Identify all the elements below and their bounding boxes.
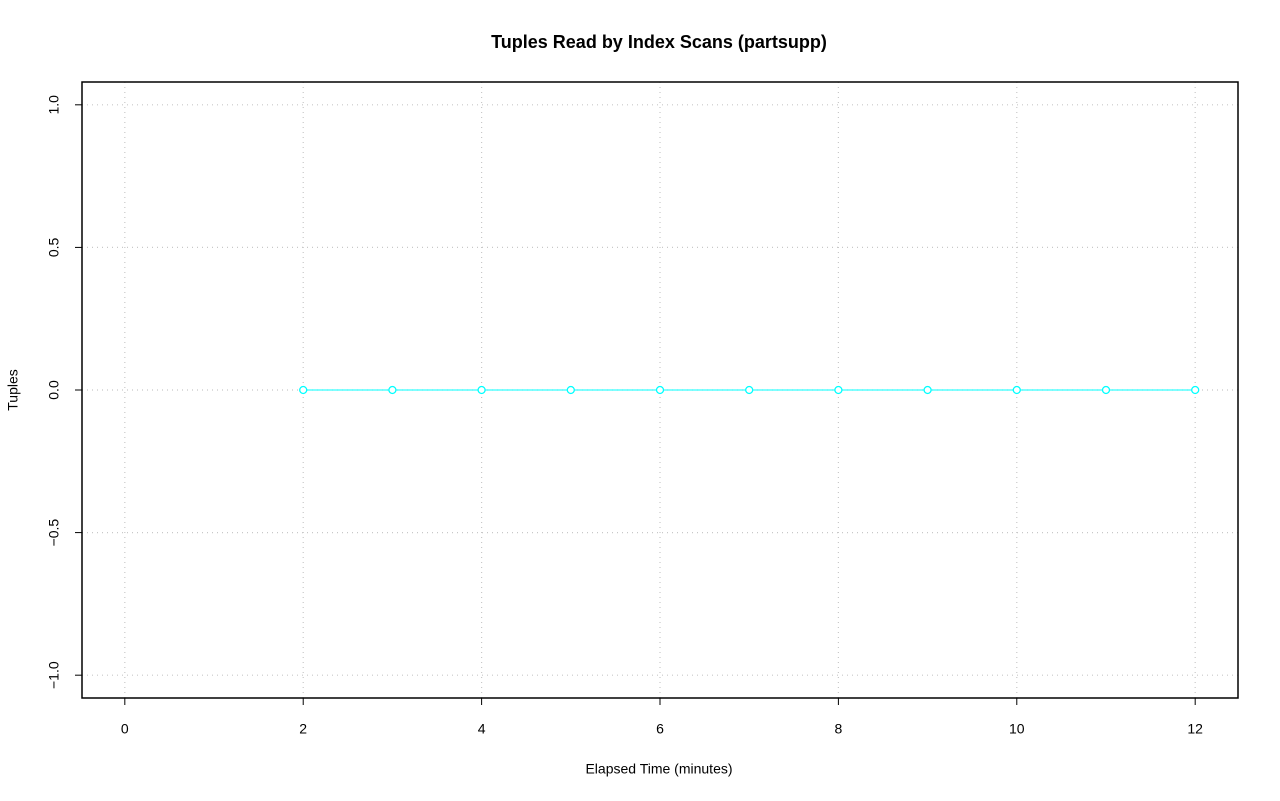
data-point [1012,385,1021,395]
x-tick-label: 4 [478,721,486,737]
chart-title: Tuples Read by Index Scans (partsupp) [491,32,827,52]
x-tick-label: 8 [834,721,842,737]
plot-frame [81,81,1239,699]
x-tick-label: 12 [1187,721,1203,737]
data-point [923,385,932,395]
y-tick-label: 1.0 [46,95,62,115]
y-tick-label: −0.5 [46,519,62,547]
data-point [1101,385,1111,395]
x-tick-label: 2 [299,721,307,737]
y-tick-label: −1.0 [46,661,62,689]
y-axis-label: Tuples [5,369,21,411]
data-point [477,385,486,395]
x-tick-label: 10 [1009,721,1025,737]
data-point [745,385,754,395]
data-point [388,385,397,395]
data-point [566,385,575,395]
data-point [1191,385,1200,395]
x-tick-label: 6 [656,721,664,737]
y-tick-label: 0.5 [46,237,62,257]
x-axis-label: Elapsed Time (minutes) [585,761,732,777]
data-point [299,385,308,395]
data-point [834,385,843,395]
y-tick-label: 0.0 [46,380,62,400]
x-tick-label: 0 [121,721,129,737]
data-point [655,385,665,395]
